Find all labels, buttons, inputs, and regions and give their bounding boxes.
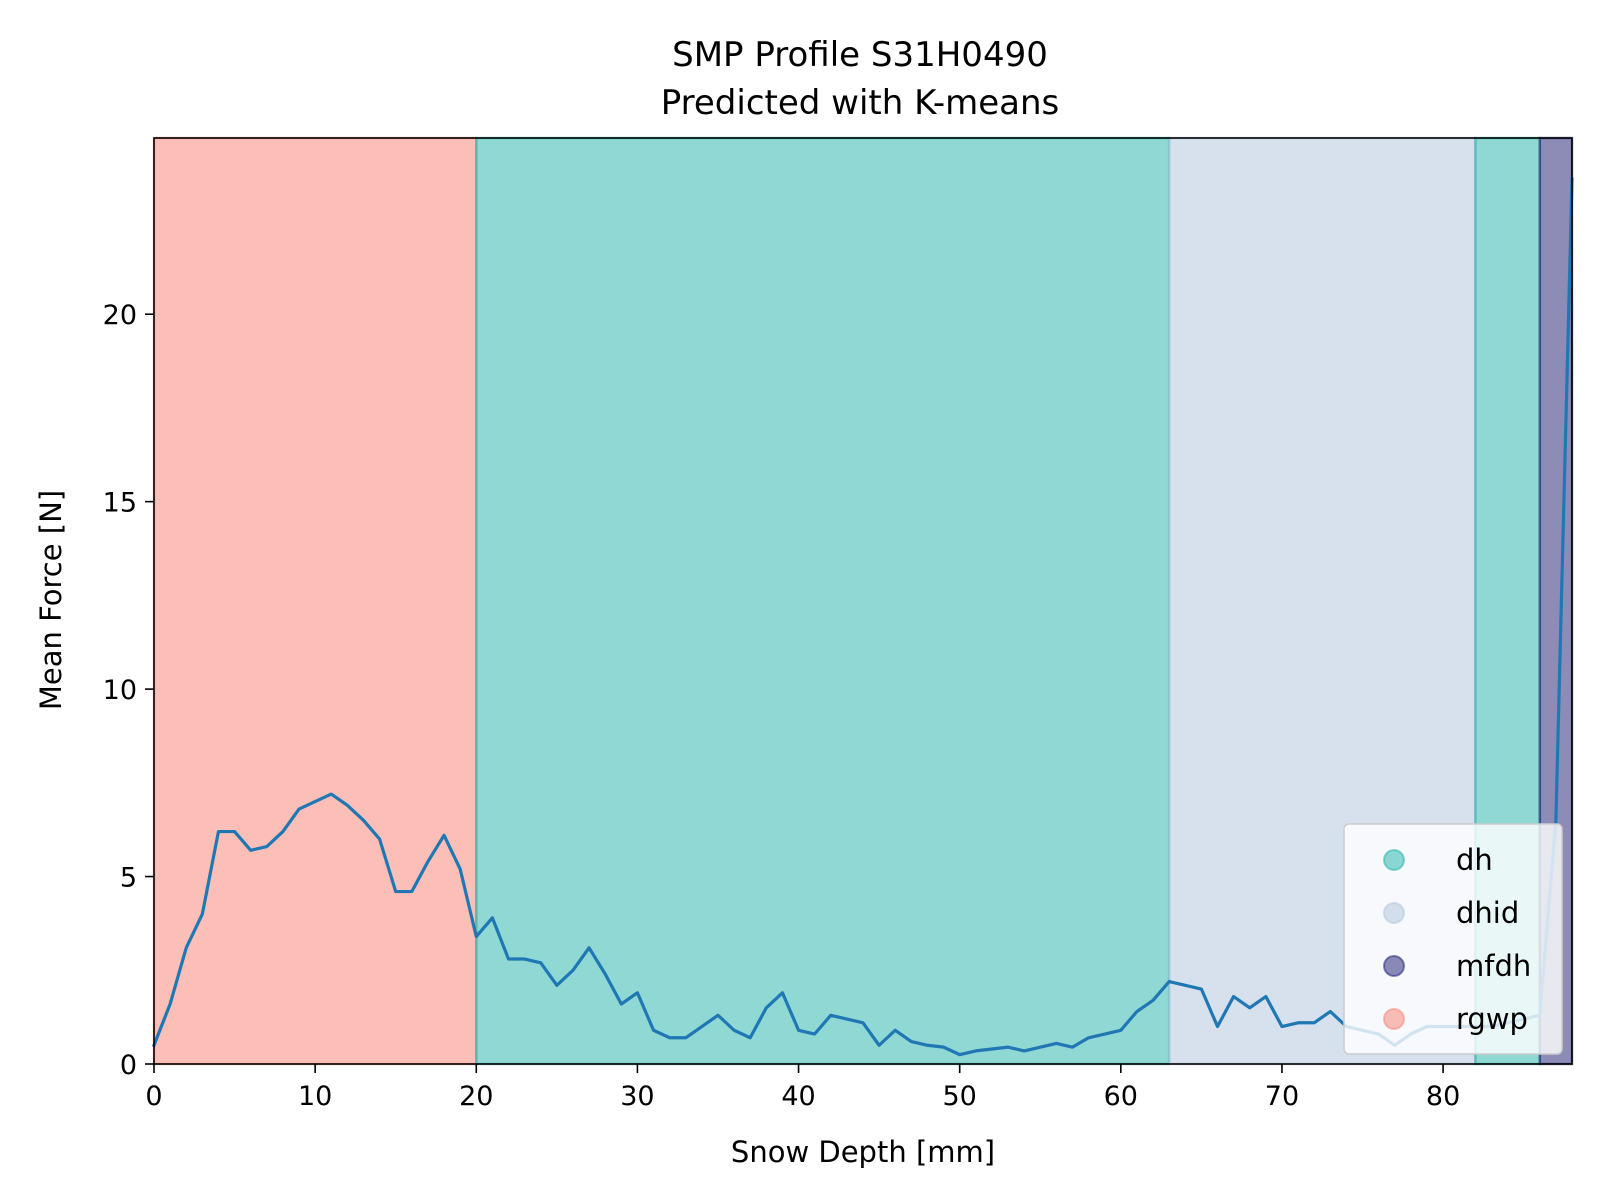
x-tick-label: 10 [298,1081,332,1112]
legend-label-dh: dh [1456,843,1493,877]
legend-box [1343,823,1563,1055]
chart-title: SMP Profile S31H0490 [672,35,1048,75]
legend-label-dhid: dhid [1456,896,1519,930]
x-axis: 0 10 20 30 40 50 60 70 80 [145,1064,1460,1112]
y-tick-label: 0 [120,1050,137,1081]
x-tick-label: 40 [781,1081,815,1112]
legend-label-rgwp: rgwp [1456,1002,1528,1036]
y-tick-label: 10 [103,675,137,706]
series-line-0 [151,177,1574,1057]
legend: dh dhid mfdh rgwp [1343,823,1563,1055]
x-tick-label: 20 [459,1081,493,1112]
y-tick-label: 20 [103,300,137,331]
y-axis: 0 5 10 15 20 [103,300,154,1081]
x-tick-label: 60 [1104,1081,1138,1112]
x-tick-label: 70 [1265,1081,1299,1112]
x-tick-label: 50 [943,1081,977,1112]
region-band-rgwp-0 [152,136,478,1066]
region-band-dh-1 [475,136,1171,1066]
plot-frame [153,137,1573,1065]
x-tick-label: 0 [145,1081,162,1112]
x-axis-label: Snow Depth [mm] [731,1135,995,1169]
legend-label-mfdh: mfdh [1456,949,1531,983]
chart-subtitle: Predicted with K-means [661,83,1060,123]
x-tick-label: 30 [620,1081,654,1112]
series-layer [151,177,1574,1057]
y-tick-label: 15 [103,488,137,519]
legend-marker-dh [1383,849,1405,871]
legend-marker-rgwp [1383,1008,1405,1030]
x-tick-label: 80 [1426,1081,1460,1112]
legend-marker-dhid [1383,902,1405,924]
y-tick-label: 5 [120,863,137,894]
y-axis-label: Mean Force [N] [34,490,68,710]
legend-marker-mfdh [1383,955,1405,977]
